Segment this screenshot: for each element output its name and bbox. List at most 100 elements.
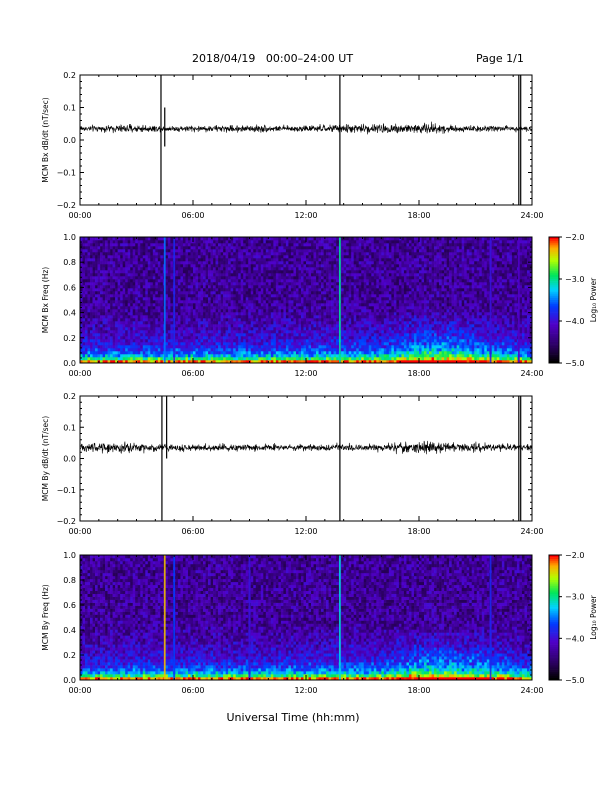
spectrogram-cell <box>208 270 211 274</box>
spectrogram-cell <box>140 345 144 349</box>
spectrogram-cell <box>105 306 108 310</box>
spectrogram-cell <box>145 360 149 364</box>
spectrogram-cell <box>275 267 279 271</box>
spectrogram-cell <box>97 351 101 355</box>
spectrogram-cell <box>223 288 226 292</box>
spectrogram-cell <box>218 279 221 283</box>
spectrogram-cell <box>165 249 169 253</box>
spectrogram-cell <box>220 327 224 331</box>
spectrogram-cell <box>102 348 106 352</box>
spectrogram-cell <box>295 297 299 301</box>
spectrogram-cell <box>253 360 257 364</box>
spectrogram-cell <box>233 324 236 328</box>
spectrogram-cell <box>333 288 337 292</box>
spectrogram-cell <box>238 333 242 337</box>
spectrogram-cell <box>160 243 164 247</box>
spectrogram-cell <box>311 354 314 358</box>
spectrogram-cell <box>112 291 116 295</box>
spectrogram-cell <box>233 321 236 325</box>
spectrogram-cell <box>228 333 231 337</box>
spectrogram-cell <box>235 336 239 340</box>
spectrogram-cell <box>316 357 319 361</box>
spectrogram-cell <box>210 249 214 253</box>
spectrogram-cell <box>343 249 347 253</box>
spectrogram-cell <box>326 327 329 331</box>
spectrogram-cell <box>326 306 329 310</box>
spectrogram-cell <box>135 306 139 310</box>
spectrogram-cell <box>295 249 299 253</box>
spectrogram-cell <box>356 297 360 301</box>
spectrogram-cell <box>187 267 191 271</box>
spectrogram-cell <box>218 282 221 286</box>
spectrogram-cell <box>318 279 322 283</box>
spectrogram-cell <box>200 261 204 265</box>
spectrogram-cell <box>321 357 324 361</box>
spectrogram-cell <box>363 336 367 340</box>
spectrogram-cell <box>280 330 284 334</box>
spectrogram-cell <box>230 360 234 364</box>
spectrogram-cell <box>125 288 129 292</box>
spectrogram-cell <box>321 330 324 334</box>
spectrogram-cell <box>363 276 367 280</box>
spectrogram-cell <box>157 318 161 322</box>
spectrogram-cell <box>223 321 226 325</box>
spectrogram-cell <box>87 297 91 301</box>
spectrogram-cell <box>323 246 327 250</box>
spectrogram-cell <box>321 300 324 304</box>
spectrogram-cell <box>333 351 337 355</box>
spectrogram-cell <box>300 348 304 352</box>
spectrogram-cell <box>223 237 226 241</box>
spectrogram-cell <box>185 336 189 340</box>
spectrogram-cell <box>346 240 349 244</box>
spectrogram-cell <box>225 270 229 274</box>
spectrogram-cell <box>270 255 274 259</box>
spectrogram-cell <box>285 354 289 358</box>
spectrogram-cell <box>155 342 159 346</box>
spectrogram-cell <box>182 276 186 280</box>
spectrogram-cell <box>351 324 355 328</box>
spectrogram-cell <box>233 339 236 343</box>
spectrogram-cell <box>263 351 267 355</box>
spectrogram-cell <box>223 264 226 268</box>
spectrogram-cell <box>313 351 317 355</box>
spectrogram-cell <box>95 309 98 313</box>
spectrogram-cell <box>147 237 151 241</box>
spectrogram-cell <box>240 354 244 358</box>
spectrogram-cell <box>170 282 174 286</box>
spectrogram-cell <box>280 282 284 286</box>
spectrogram-cell <box>348 243 352 247</box>
spectrogram-cell <box>328 345 332 349</box>
spectrogram-cell <box>273 327 277 331</box>
spectrogram-cell <box>85 336 88 340</box>
spectrogram-cell <box>175 282 179 286</box>
spectrogram-cell <box>147 258 151 262</box>
spectrogram-cell <box>85 339 88 343</box>
spectrogram-cell <box>238 240 242 244</box>
spectrogram-cell <box>243 324 247 328</box>
spectrogram-cell <box>366 270 370 274</box>
spectrogram-cell <box>157 300 161 304</box>
spectrogram-cell <box>180 282 184 286</box>
spectrogram-cell <box>250 276 254 280</box>
spectrogram-cell <box>165 279 169 283</box>
spectrogram-cell <box>193 276 196 280</box>
spectrogram-cell <box>346 282 349 286</box>
spectrogram-cell <box>130 243 134 247</box>
spectrogram-cell <box>288 249 292 253</box>
spectrogram-cell <box>300 261 304 265</box>
spectrogram-cell <box>218 309 221 313</box>
spectrogram-cell <box>293 300 297 304</box>
spectrogram-cell <box>125 303 129 307</box>
spectrogram-cell <box>238 294 242 298</box>
spectrogram-cell <box>150 345 154 349</box>
spectrogram-cell <box>100 264 103 268</box>
spectrogram-cell <box>366 285 370 289</box>
spectrogram-cell <box>87 342 91 346</box>
spectrogram-cell <box>203 330 206 334</box>
spectrogram-cell <box>255 357 259 361</box>
spectrogram-cell <box>308 243 312 247</box>
spectrogram-cell <box>348 357 352 361</box>
spectrogram-cell <box>311 261 314 265</box>
spectrogram-cell <box>177 342 181 346</box>
spectrogram-cell <box>336 264 339 268</box>
